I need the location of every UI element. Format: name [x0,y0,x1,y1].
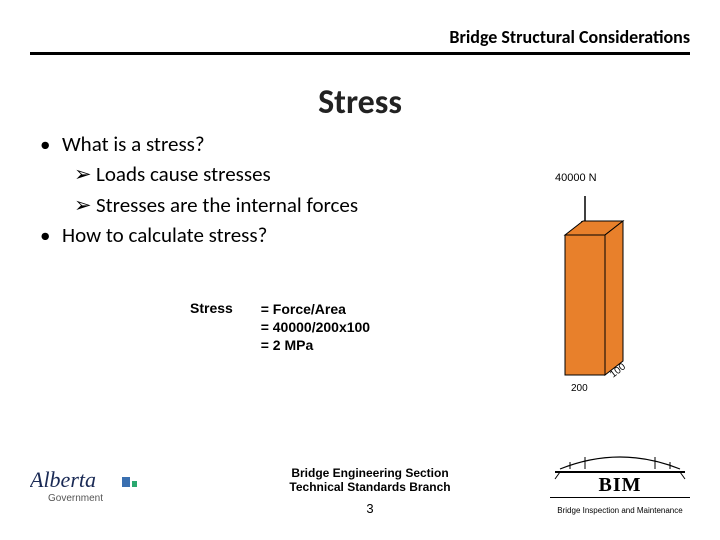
bim-logo: BIM Bridge Inspection and Maintenance [550,451,690,518]
content-block: •What is a stress? ➢Loads cause stresses… [40,130,470,251]
bim-text: BIM [599,474,642,496]
logo-accent-1 [122,477,130,487]
formula-line2: = 40000/200x100 [261,318,370,336]
header-title: Bridge Structural Considerations [30,26,690,52]
bim-subtext: Bridge Inspection and Maintenance [557,506,682,515]
gov-text: Government [48,493,103,504]
footer-line2: Technical Standards Branch [270,480,470,494]
force-label: 40000 N [555,172,597,184]
prism-diagram: 200100 [510,160,680,440]
header-rule [30,52,690,55]
bullet-2: •How to calculate stress? [40,221,470,249]
bullet-1-text: What is a stress? [62,130,205,158]
svg-text:200: 200 [571,383,588,394]
alberta-text: Alberta [30,467,96,492]
formula-line1: = Force/Area [261,300,370,318]
bullet-1b-text: Stresses are the internal forces [96,191,358,219]
footer-line1: Bridge Engineering Section [270,466,470,480]
bullet-1a: ➢Loads cause stresses [74,160,470,188]
bullet-1: •What is a stress? [40,130,470,158]
alberta-logo: Alberta Government [30,465,160,512]
bullet-2-text: How to calculate stress? [62,221,267,249]
slide-title: Stress [0,82,720,123]
formula-line3: = 2 MPa [261,336,370,354]
bullet-1b: ➢Stresses are the internal forces [74,191,470,219]
logo-accent-2 [132,481,137,487]
formula-label: Stress [190,300,257,316]
page-number: 3 [270,501,470,516]
formula-block: Stress = Force/Area = 40000/200x100 = 2 … [190,300,370,355]
alberta-logo-svg: Alberta Government [30,465,160,507]
bullet-1a-text: Loads cause stresses [96,160,271,188]
diagram: 40000 N 200100 [510,160,680,440]
footer-section: Bridge Engineering Section Technical Sta… [270,466,470,494]
